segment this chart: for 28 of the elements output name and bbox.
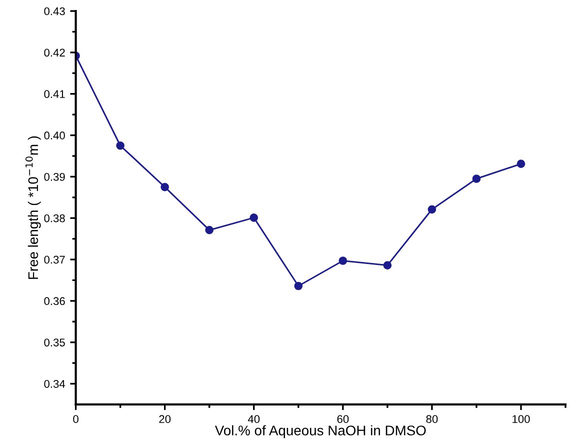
y-tick-label: 0.37 [44, 256, 65, 264]
point [428, 205, 436, 214]
x-tick-label: 20 [159, 415, 171, 424]
point [472, 174, 481, 183]
y-tick-label: 0.40 [44, 132, 65, 140]
x-axis-title: Vol.% of Aqueous NaOH in DMSO [214, 425, 426, 438]
point [250, 214, 258, 222]
y-tick-label: 0.35 [44, 338, 65, 346]
y-tick-label: 0.39 [44, 172, 65, 181]
point [160, 182, 169, 192]
point [516, 160, 526, 168]
y-tick-label: 0.38 [44, 214, 65, 222]
y-tick-label: 0.36 [44, 297, 65, 306]
point [338, 256, 348, 265]
x-tick-label: 0 [73, 415, 78, 424]
x-tick-label: 100 [512, 415, 530, 424]
x-tick-label: 60 [337, 415, 349, 424]
x-tick-label: 80 [426, 415, 438, 424]
x-tick-label: 40 [248, 415, 260, 424]
y-tick-label: 0.41 [44, 90, 65, 98]
y-axis-title: Free length ( *10$^{−10}$m ) [25, 136, 41, 279]
y-tick-label: 0.34 [44, 380, 66, 388]
point [383, 261, 392, 270]
y-tick-label: 0.42 [44, 48, 65, 57]
y-tick-label: 0.43 [44, 7, 65, 16]
point [205, 226, 214, 234]
point [294, 282, 303, 290]
point [116, 141, 124, 150]
